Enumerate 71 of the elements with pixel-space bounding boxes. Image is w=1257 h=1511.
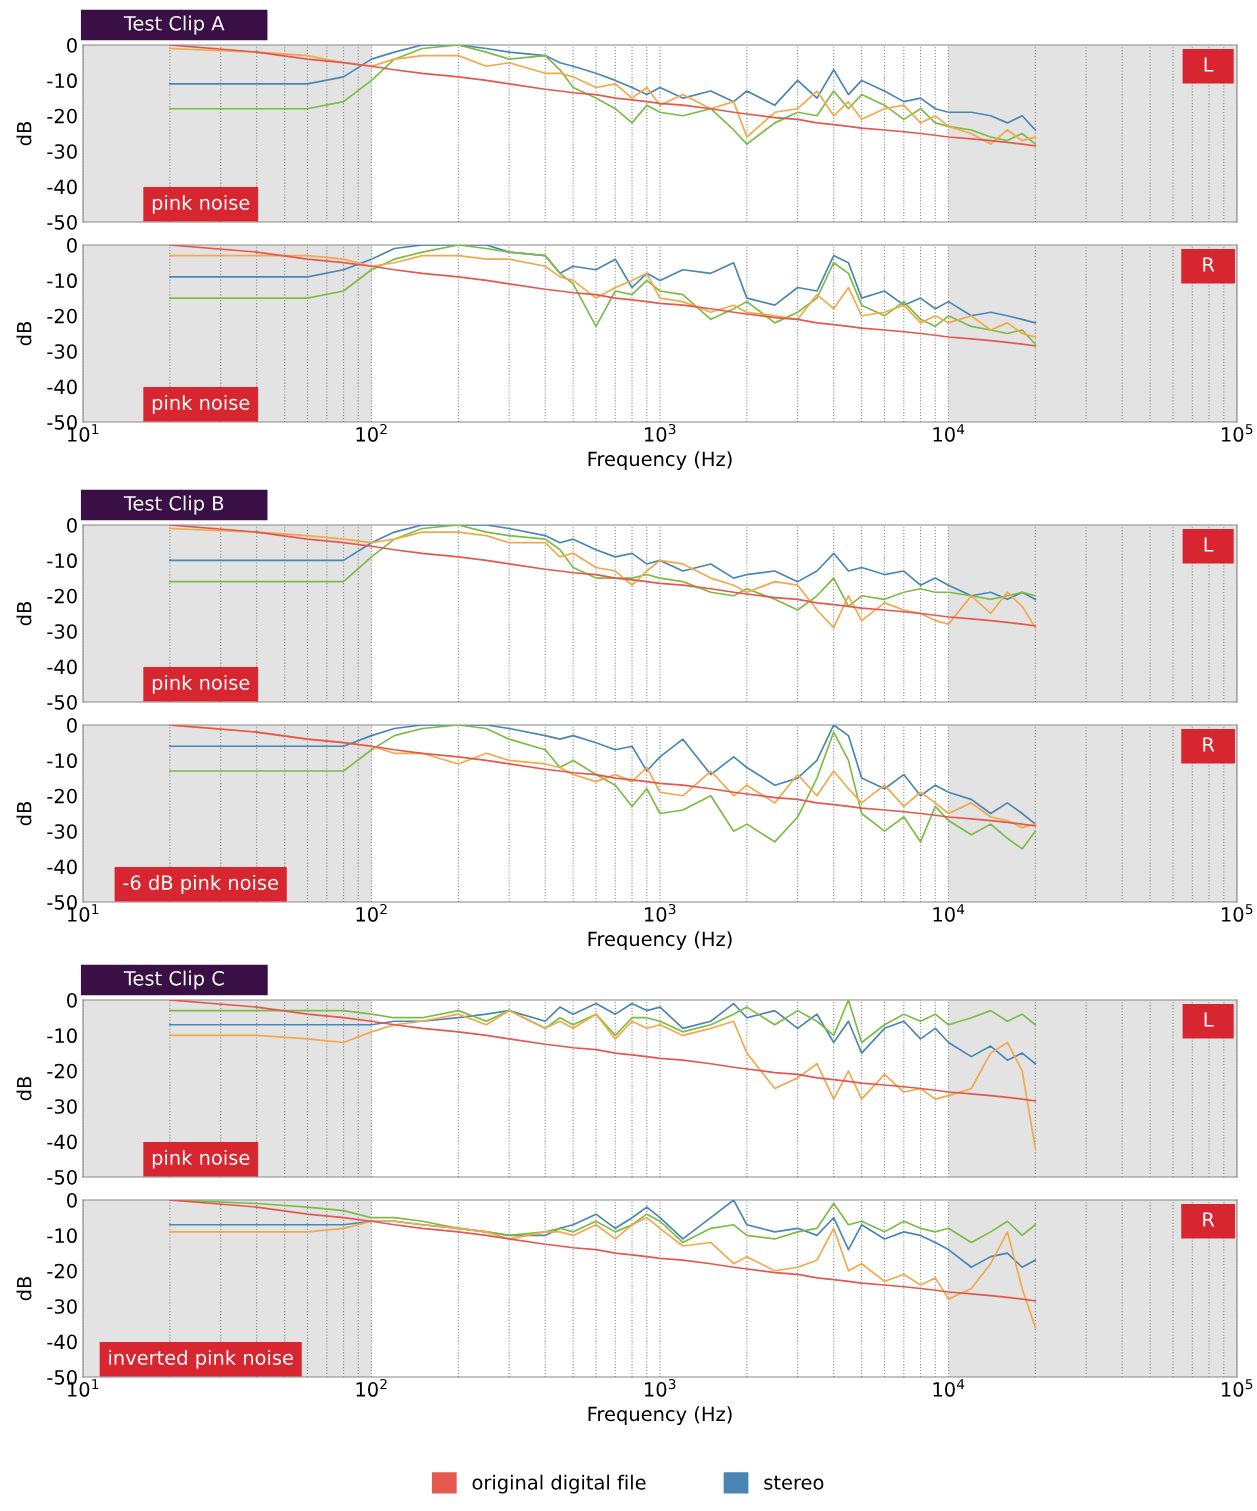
y-tick-label: -20 — [47, 108, 77, 124]
x-tick-label: 10$^{3}$ — [645, 423, 676, 442]
x-tick-label: 10$^{5}$ — [1222, 1379, 1253, 1397]
annotation: pink noise — [152, 394, 250, 414]
y-tick-label: -30 — [47, 624, 77, 639]
x-axis-title: Frequency (Hz) — [588, 931, 732, 951]
y-tick-label: -20 — [47, 308, 77, 324]
y-tick-label: -20 — [47, 588, 77, 604]
y-tick-label: -50 — [47, 694, 77, 710]
y-tick-label: -50 — [47, 214, 77, 230]
y-axis-title: dB — [16, 1077, 32, 1101]
y-tick-label: -40 — [47, 859, 77, 875]
x-tick-label: 10$^{3}$ — [645, 903, 676, 922]
x-tick-label: 10$^{2}$ — [356, 1378, 387, 1397]
y-tick-label: -10 — [47, 753, 77, 769]
annotation: L — [1204, 537, 1214, 552]
y-axis-title: dB — [16, 122, 32, 146]
annotation: pink noise — [152, 194, 250, 214]
x-tick-label: 10$^{4}$ — [933, 424, 965, 442]
y-tick-label: -30 — [47, 144, 77, 159]
annotation: R — [1203, 1212, 1215, 1227]
annotation: -6 dB pink noise — [123, 874, 278, 894]
y-tick-label: -30 — [47, 1299, 77, 1314]
y-tick-label: -30 — [47, 344, 77, 359]
x-tick-label: 10$^{3}$ — [645, 1378, 676, 1397]
chart-title: Test Clip B — [123, 495, 224, 515]
x-tick-label: 10$^{4}$ — [933, 1379, 965, 1397]
y-tick-label: 0 — [67, 992, 77, 1008]
y-tick-label: -20 — [47, 1263, 77, 1279]
y-tick-label: 0 — [67, 1192, 77, 1208]
y-tick-label: -10 — [47, 553, 77, 569]
y-tick-label: -30 — [47, 1099, 77, 1114]
annotation: L — [1204, 57, 1214, 72]
x-tick-label: 10$^{2}$ — [356, 423, 387, 442]
y-tick-label: 0 — [67, 237, 77, 253]
y-tick-label: -40 — [47, 659, 77, 675]
y-axis-title: dB — [16, 1277, 32, 1301]
y-axis-title: dB — [16, 322, 32, 346]
x-tick-label: 10$^{2}$ — [356, 903, 387, 922]
y-tick-label: -40 — [47, 379, 77, 395]
x-axis-title: Frequency (Hz) — [588, 1406, 732, 1426]
legend-label: stereo — [764, 1475, 824, 1490]
y-tick-label: 0 — [67, 37, 77, 53]
y-tick-label: -20 — [47, 1063, 77, 1079]
annotation: R — [1203, 257, 1215, 272]
y-tick-label: -50 — [47, 1169, 77, 1185]
y-tick-label: -30 — [47, 824, 77, 839]
y-tick-label: 0 — [67, 717, 77, 733]
annotation: inverted pink noise — [109, 1349, 293, 1369]
legend-label: original digital file — [472, 1474, 646, 1494]
y-tick-label: -20 — [47, 788, 77, 804]
chart-title: Test Clip A — [123, 15, 225, 35]
annotation: R — [1203, 737, 1215, 752]
x-tick-label: 10$^{5}$ — [1222, 424, 1253, 442]
y-tick-label: 0 — [67, 517, 77, 533]
chart-title: Test Clip C — [123, 970, 224, 990]
y-axis-title: dB — [16, 802, 32, 826]
y-axis-title: dB — [16, 602, 32, 626]
y-tick-label: -10 — [47, 273, 77, 289]
x-axis-title: Frequency (Hz) — [588, 451, 732, 471]
y-tick-label: -10 — [47, 1228, 77, 1244]
annotation: pink noise — [152, 674, 250, 694]
y-tick-label: -10 — [47, 73, 77, 89]
y-tick-label: -10 — [47, 1028, 77, 1044]
y-tick-label: -40 — [47, 1334, 77, 1350]
annotation: pink noise — [152, 1149, 250, 1169]
x-tick-label: 10$^{5}$ — [1222, 904, 1253, 922]
y-tick-label: -40 — [47, 179, 77, 195]
annotation: L — [1204, 1012, 1214, 1027]
x-tick-label: 10$^{4}$ — [933, 904, 965, 922]
y-tick-label: -40 — [47, 1134, 77, 1150]
